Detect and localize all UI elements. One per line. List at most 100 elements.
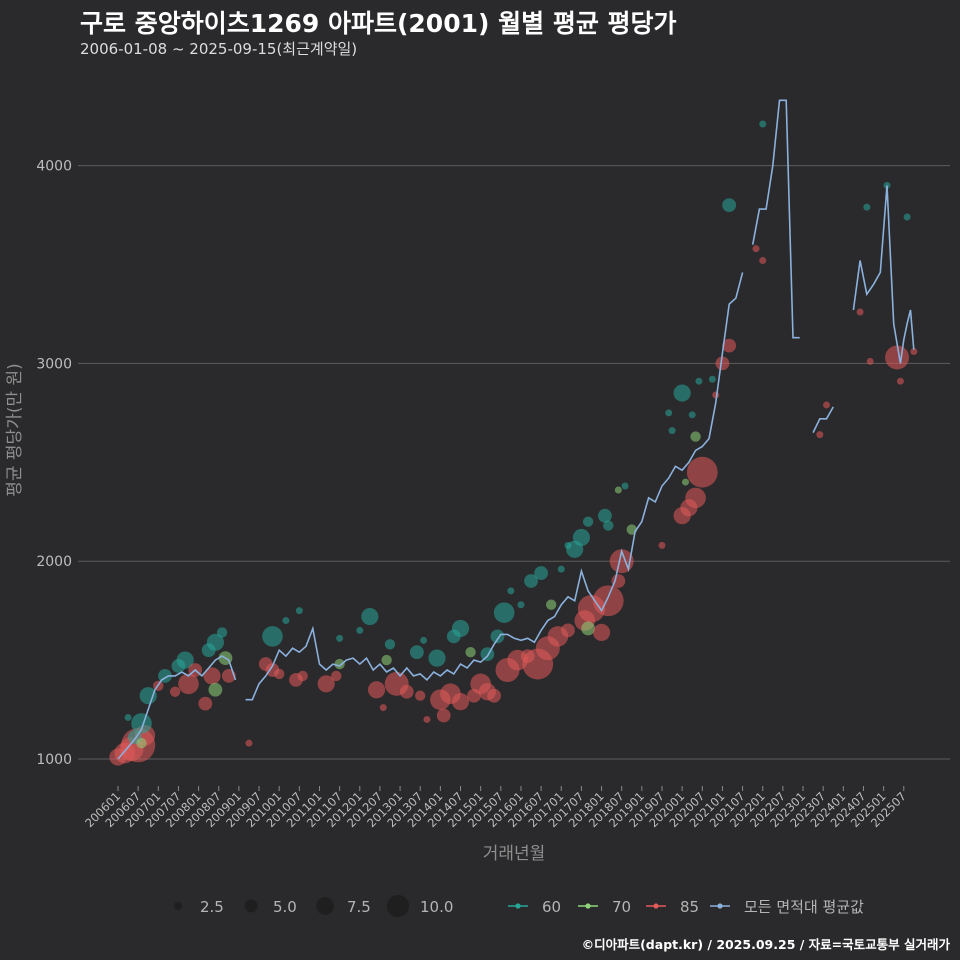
x-ticks: 2006012006072007012007072008012008072009… bbox=[82, 786, 909, 830]
legend-size-label: 7.5 bbox=[347, 898, 371, 916]
data-point-85 bbox=[896, 377, 904, 385]
legend-series-dot bbox=[717, 903, 723, 909]
average-line-segment bbox=[117, 655, 237, 760]
data-point-60 bbox=[336, 634, 344, 642]
data-point-60 bbox=[206, 633, 224, 651]
data-point-60 bbox=[216, 627, 228, 638]
data-point-60 bbox=[598, 508, 612, 523]
legend-series-label: 85 bbox=[680, 898, 699, 916]
data-point-70 bbox=[581, 621, 596, 636]
scatter-points bbox=[109, 120, 918, 766]
data-point-60 bbox=[507, 587, 515, 595]
data-point-60 bbox=[603, 520, 614, 531]
data-point-60 bbox=[534, 566, 549, 580]
average-line-segment bbox=[852, 185, 915, 364]
data-point-60 bbox=[131, 713, 152, 734]
data-point-70 bbox=[690, 431, 701, 442]
data-point-70 bbox=[465, 646, 476, 658]
data-point-60 bbox=[356, 626, 364, 634]
data-point-60 bbox=[863, 203, 871, 211]
data-point-60 bbox=[262, 626, 283, 647]
y-tick-label: 1000 bbox=[36, 752, 72, 768]
data-point-70 bbox=[682, 478, 690, 486]
legend-size-circle bbox=[173, 901, 183, 911]
legend: 2.5 5.0 7.5 10.0 60 70 85 모든 면적대 평균값 bbox=[173, 894, 864, 918]
data-point-70 bbox=[334, 658, 345, 670]
data-point-60 bbox=[557, 565, 565, 573]
data-point-85 bbox=[611, 574, 626, 588]
y-tick-label: 2000 bbox=[36, 554, 72, 570]
data-point-85 bbox=[686, 456, 718, 488]
data-point-60 bbox=[722, 198, 737, 213]
data-point-85 bbox=[592, 623, 611, 642]
legend-series-label: 모든 면적대 평균값 bbox=[744, 898, 864, 916]
data-point-85 bbox=[317, 675, 335, 693]
data-point-85 bbox=[592, 585, 624, 617]
legend-size-circle bbox=[244, 899, 258, 913]
average-line bbox=[117, 99, 915, 760]
data-point-85 bbox=[169, 686, 181, 697]
legend-size-label: 10.0 bbox=[420, 898, 453, 916]
data-point-60 bbox=[420, 636, 428, 644]
data-point-85 bbox=[856, 308, 864, 316]
average-line-segment bbox=[245, 272, 744, 701]
data-point-60 bbox=[759, 120, 767, 128]
data-point-60 bbox=[695, 377, 703, 385]
data-point-60 bbox=[124, 713, 132, 721]
data-point-60 bbox=[451, 619, 470, 638]
data-point-85 bbox=[399, 684, 414, 699]
x-axis-title: 거래년월 bbox=[483, 844, 546, 864]
data-point-60 bbox=[517, 601, 525, 609]
data-point-85 bbox=[245, 739, 253, 747]
legend-series-dot bbox=[585, 903, 591, 909]
data-point-85 bbox=[685, 487, 706, 509]
data-point-85 bbox=[715, 356, 730, 371]
grid-lines bbox=[78, 165, 950, 760]
data-point-60 bbox=[282, 617, 290, 625]
data-point-60 bbox=[490, 629, 505, 644]
legend-size-label: 2.5 bbox=[200, 898, 224, 916]
legend-series-dot bbox=[515, 903, 521, 909]
legend-size-circle bbox=[386, 894, 410, 918]
legend-series-dot bbox=[653, 903, 659, 909]
data-point-70 bbox=[381, 654, 392, 666]
data-point-85 bbox=[297, 670, 308, 682]
data-point-85 bbox=[910, 348, 918, 356]
data-point-85 bbox=[178, 673, 199, 695]
data-point-60 bbox=[493, 602, 515, 623]
data-point-85 bbox=[866, 357, 874, 365]
data-point-60 bbox=[673, 384, 691, 402]
y-ticks: 1000 2000 3000 4000 bbox=[36, 159, 72, 768]
data-point-85 bbox=[423, 715, 431, 723]
data-point-85 bbox=[752, 245, 760, 253]
data-point-85 bbox=[722, 338, 737, 353]
data-point-85 bbox=[436, 708, 451, 723]
data-point-70 bbox=[545, 599, 557, 610]
chart-title: 구로 중앙하이츠1269 아파트(2001) 월별 평균 평당가 bbox=[80, 9, 677, 38]
data-point-60 bbox=[621, 482, 629, 490]
data-point-85 bbox=[379, 704, 387, 712]
y-tick-label: 4000 bbox=[36, 159, 72, 175]
data-point-85 bbox=[273, 668, 285, 680]
data-point-60 bbox=[428, 649, 446, 667]
data-point-85 bbox=[816, 431, 824, 439]
data-point-70 bbox=[208, 682, 223, 697]
data-point-60 bbox=[409, 645, 424, 660]
data-point-60 bbox=[480, 647, 495, 662]
data-point-60 bbox=[295, 607, 303, 615]
data-point-85 bbox=[885, 345, 910, 370]
data-point-60 bbox=[668, 427, 676, 435]
y-tick-label: 3000 bbox=[36, 356, 72, 372]
data-point-70 bbox=[614, 486, 622, 494]
data-point-85 bbox=[367, 681, 386, 699]
data-point-85 bbox=[415, 690, 426, 701]
data-point-60 bbox=[384, 639, 396, 650]
data-point-85 bbox=[561, 623, 575, 638]
y-axis-title: 평균 평당가(만 원) bbox=[5, 363, 25, 497]
data-point-85 bbox=[451, 693, 470, 711]
data-point-85 bbox=[331, 670, 342, 682]
data-point-60 bbox=[572, 528, 591, 547]
data-point-60 bbox=[665, 409, 673, 417]
